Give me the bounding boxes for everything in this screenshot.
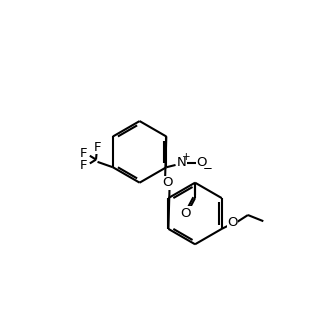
- Text: F: F: [80, 159, 88, 172]
- Text: −: −: [203, 161, 213, 174]
- Text: F: F: [80, 147, 88, 160]
- Text: F: F: [94, 141, 101, 154]
- Text: O: O: [227, 216, 238, 229]
- Text: O: O: [162, 176, 173, 189]
- Text: +: +: [182, 152, 191, 162]
- Text: O: O: [196, 156, 207, 169]
- Text: O: O: [181, 207, 191, 220]
- Text: N: N: [177, 156, 186, 169]
